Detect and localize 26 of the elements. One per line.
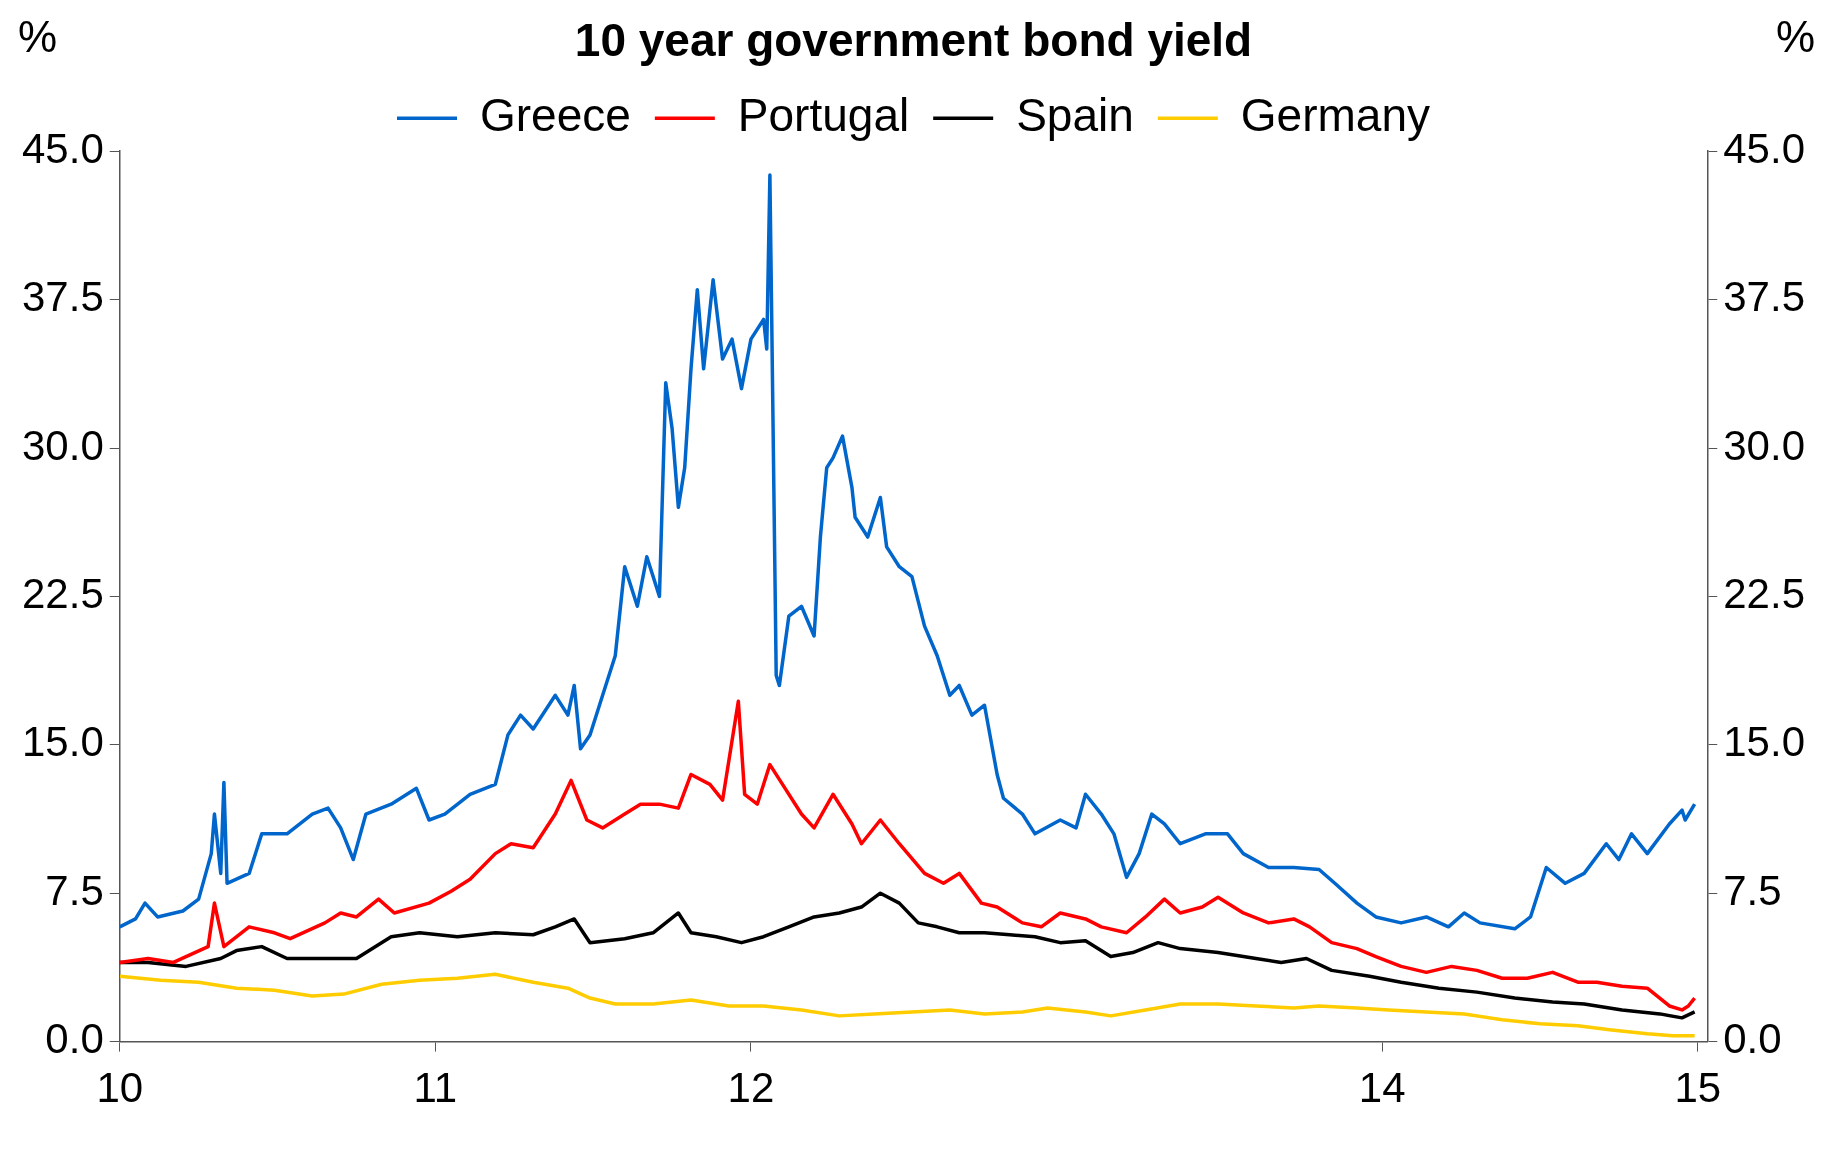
x-tick-label: 14 (1358, 1064, 1406, 1112)
y2-tick-label: 15.0 (1723, 718, 1806, 766)
y-tick-label: 37.5 (21, 273, 104, 321)
x-tick-label: 10 (96, 1064, 144, 1112)
y2-tick-label: 7.5 (1723, 866, 1782, 914)
y2-tick-label: 30.0 (1723, 421, 1806, 469)
x-tick-label: 15 (1674, 1064, 1722, 1112)
legend-label: Greece (480, 88, 631, 141)
y2-axis-title: % (1775, 12, 1815, 62)
y-tick-label: 0.0 (45, 1015, 104, 1063)
y-axis-title: % (18, 12, 58, 62)
legend-label: Spain (1016, 88, 1134, 141)
y2-tick-label: 0.0 (1723, 1015, 1782, 1063)
y-tick-label: 15.0 (21, 718, 104, 766)
chart-title: 10 year government bond yield (574, 14, 1253, 67)
x-tick-label: 12 (727, 1064, 775, 1112)
legend-label: Portugal (737, 88, 910, 141)
y2-tick-label: 45.0 (1723, 124, 1806, 172)
y2-tick-label: 37.5 (1723, 273, 1806, 321)
y-tick-label: 45.0 (21, 124, 104, 172)
y-tick-label: 30.0 (21, 421, 104, 469)
y2-tick-label: 22.5 (1723, 569, 1806, 617)
legend-label: Germany (1240, 88, 1430, 141)
x-tick-label: 11 (413, 1064, 458, 1112)
y-tick-label: 7.5 (45, 866, 104, 914)
y-tick-label: 22.5 (21, 569, 104, 617)
